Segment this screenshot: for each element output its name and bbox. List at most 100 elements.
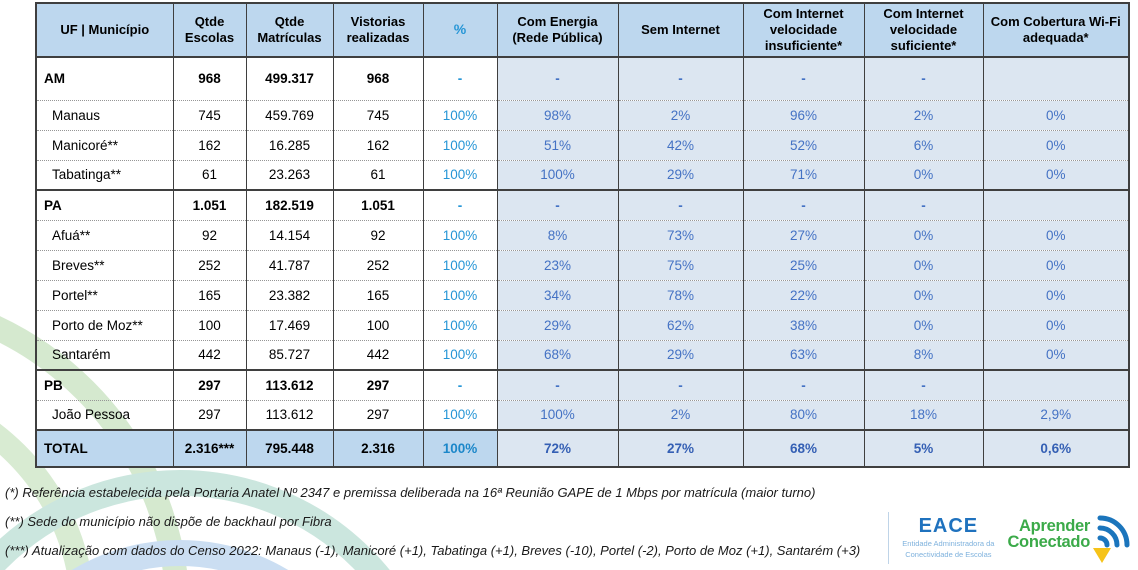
table-cell: 0% — [982, 130, 1129, 160]
aprender-line: Aprender — [1019, 517, 1090, 535]
column-header: Vistorias realizadas — [332, 3, 423, 57]
eace-logo-subtitle: Entidade Administradora da Conectividade… — [902, 539, 994, 559]
table-cell: 6% — [863, 130, 983, 160]
table-cell: 0% — [982, 310, 1129, 340]
table-cell: - — [617, 190, 743, 220]
table-cell: 297 — [172, 400, 246, 430]
row-label: PA — [44, 197, 62, 213]
logo-divider — [888, 512, 890, 564]
table-cell: 23.382 — [245, 280, 333, 310]
table-cell: 68% — [742, 430, 864, 467]
table-cell: 1.051 — [332, 190, 423, 220]
row-label: Porto de Moz** — [52, 317, 143, 333]
row-label: PB — [44, 377, 63, 393]
table-cell: 0% — [982, 160, 1129, 190]
table-row: Porto de Moz** 100 17.469 100 100% 29% 62% 38% 0… — [36, 310, 1129, 340]
table-cell: 100% — [496, 160, 618, 190]
table-cell: 100% — [496, 400, 618, 430]
footnotes: (*) Referência estabelecida pela Portari… — [5, 482, 860, 569]
table-cell: 16.285 — [245, 130, 333, 160]
column-header: UF | Município — [36, 3, 173, 57]
eace-subtitle-line1: Entidade Administradora da — [902, 539, 995, 549]
table-cell: - — [422, 190, 497, 220]
table-cell: 165 — [332, 280, 423, 310]
table-cell — [982, 57, 1129, 100]
table-cell: 2.316 — [332, 430, 423, 467]
table-row: PB 297 113.612 297- - - - - — [36, 370, 1129, 400]
row-label: Manaus — [52, 107, 101, 123]
table-cell: 113.612 — [245, 400, 333, 430]
table-cell: 0% — [863, 310, 983, 340]
table-cell: 0% — [982, 280, 1129, 310]
conectado-line: Conectado — [1007, 533, 1090, 552]
row-label: João Pessoa — [52, 407, 131, 423]
table-cell: 29% — [617, 340, 743, 370]
table-cell: 38% — [742, 310, 864, 340]
table-cell: 27% — [742, 220, 864, 250]
table-cell: 968 — [172, 57, 246, 100]
table-cell — [982, 370, 1129, 400]
table-cell: 297 — [332, 370, 423, 400]
table-cell: - — [617, 57, 743, 100]
table-row: PA 1.051 182.519 1.051- - - - - — [36, 190, 1129, 220]
table-cell: 795.448 — [245, 430, 333, 467]
table-cell: 459.769 — [245, 100, 333, 130]
table-cell: 68% — [496, 340, 618, 370]
eace-logo: EACE Entidade Administradora da Conectiv… — [902, 516, 994, 559]
table-cell: 23% — [496, 250, 618, 280]
table-cell: 100% — [422, 160, 497, 190]
aprender-conectado-logo: Aprender Conectado — [1007, 512, 1130, 564]
table-cell: 0,6% — [982, 430, 1129, 467]
table-cell: 42% — [617, 130, 743, 160]
table-cell: 78% — [617, 280, 743, 310]
table-row: Afuá** 92 14.154 92 100% 8% 73% 27% 0% 0% — [36, 220, 1129, 250]
table-cell: 51% — [496, 130, 618, 160]
table-cell: - — [496, 370, 618, 400]
table-cell: 0% — [863, 160, 983, 190]
table-cell: - — [617, 370, 743, 400]
table-cell: 0% — [863, 280, 983, 310]
table-cell: 252 — [332, 250, 423, 280]
table-cell: 0% — [982, 100, 1129, 130]
table-cell: 442 — [172, 340, 246, 370]
table-cell: 2% — [617, 100, 743, 130]
table-cell: 2% — [617, 400, 743, 430]
table-cell: 100% — [422, 250, 497, 280]
table-cell: 100% — [422, 280, 497, 310]
table-row: AM 968 499.317 968- - - - - — [36, 57, 1129, 100]
table-cell: 968 — [332, 57, 423, 100]
aprender-conectado-wordmark: Aprender Conectado — [1007, 517, 1090, 552]
table-cell: 0% — [863, 250, 983, 280]
table-cell: 23.263 — [245, 160, 333, 190]
table-cell: 100 — [172, 310, 246, 340]
table-cell: 297 — [332, 400, 423, 430]
table-cell — [982, 190, 1129, 220]
table-cell: 75% — [617, 250, 743, 280]
eace-logo-name: EACE — [918, 515, 979, 538]
table-cell: 63% — [742, 340, 864, 370]
table-cell: 17.469 — [245, 310, 333, 340]
table-cell: 162 — [332, 130, 423, 160]
table-cell: 5% — [863, 430, 983, 467]
column-header: Qtde Escolas — [172, 3, 246, 57]
table-row: Manicoré** 162 16.285 162 100% 51% 42% 52% 6% 0% — [36, 130, 1129, 160]
table-cell: 745 — [172, 100, 246, 130]
table-cell: 85.727 — [245, 340, 333, 370]
table-cell: 100 — [332, 310, 423, 340]
table-cell: 62% — [617, 310, 743, 340]
table-cell: - — [422, 370, 497, 400]
table-cell: - — [496, 190, 618, 220]
table-cell: 29% — [496, 310, 618, 340]
connectivity-table: UF | Município Qtde Escolas Qtde Matrícula… — [35, 2, 1130, 468]
table-cell: 71% — [742, 160, 864, 190]
table-cell: 100% — [422, 310, 497, 340]
table-cell: 80% — [742, 400, 864, 430]
column-header: % — [422, 3, 497, 57]
table-cell: 0% — [982, 250, 1129, 280]
table-cell: - — [742, 190, 864, 220]
table-cell: 0% — [982, 340, 1129, 370]
table-cell: 96% — [742, 100, 864, 130]
table-cell: - — [863, 370, 983, 400]
table-cell: 100% — [422, 340, 497, 370]
